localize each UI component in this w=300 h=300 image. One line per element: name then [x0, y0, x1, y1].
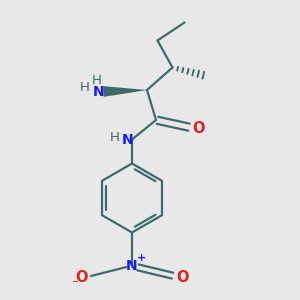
Polygon shape	[103, 86, 147, 97]
Text: N: N	[93, 85, 105, 98]
Text: +: +	[136, 253, 146, 263]
Text: O: O	[192, 121, 205, 136]
Text: H: H	[92, 74, 102, 87]
Text: N: N	[122, 133, 133, 146]
Text: ⁻: ⁻	[71, 278, 77, 291]
Text: O: O	[176, 270, 188, 285]
Text: O: O	[76, 270, 88, 285]
Text: H: H	[80, 81, 90, 94]
Text: N: N	[126, 259, 138, 272]
Text: H: H	[110, 130, 119, 144]
